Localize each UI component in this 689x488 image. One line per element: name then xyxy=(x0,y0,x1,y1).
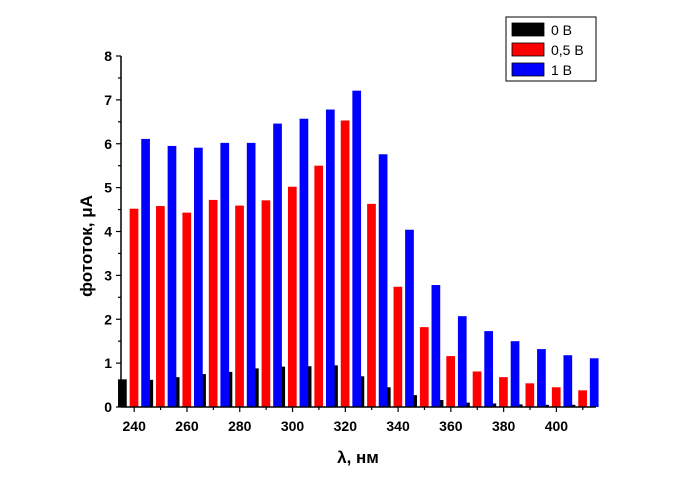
y-axis-ticks: 0 1 2 3 4 5 6 7 8 xyxy=(104,48,121,415)
bars-group xyxy=(118,90,599,408)
y-tick-label-2: 2 xyxy=(104,311,112,327)
bar-0-5-B-320 xyxy=(340,120,350,407)
bar-0-5-B-370 xyxy=(472,371,482,407)
x-tick-label-400: 400 xyxy=(545,418,569,434)
legend-swatch-2 xyxy=(511,62,545,77)
bar-0-5-B-300 xyxy=(287,186,297,407)
legend-swatch-1 xyxy=(511,42,545,57)
x-tick-label-260: 260 xyxy=(175,418,199,434)
y-tick-label-1: 1 xyxy=(104,355,112,371)
bar-0-5-B-280 xyxy=(235,205,244,407)
bar-0-5-B-350 xyxy=(419,327,429,407)
bar-0-5-B-250 xyxy=(156,206,165,407)
bar-0-5-B-400 xyxy=(551,387,561,407)
legend: 0 B 0,5 B 1 B xyxy=(505,16,597,82)
legend-label-1: 0,5 B xyxy=(551,42,584,58)
x-tick-label-240: 240 xyxy=(123,418,147,434)
bar-0-5-B-380 xyxy=(499,377,508,407)
y-tick-label-8: 8 xyxy=(104,48,112,64)
bar-1-B-250 xyxy=(167,145,177,407)
x-tick-label-320: 320 xyxy=(334,418,358,434)
bar-1-B-380 xyxy=(510,341,520,407)
y-tick-label-4: 4 xyxy=(104,224,112,240)
bar-1-B-320 xyxy=(352,90,362,407)
y-axis-title: фототок, μА xyxy=(77,195,96,297)
bar-1-B-300 xyxy=(299,118,309,408)
bar-1-B-400 xyxy=(563,355,573,407)
bar-0-5-B-260 xyxy=(182,212,192,407)
bar-1-B-370 xyxy=(484,331,493,407)
bar-1-B-330 xyxy=(378,154,388,407)
x-tick-label-280: 280 xyxy=(228,418,252,434)
bar-0-5-B-310 xyxy=(314,165,324,407)
bar-1-B-280 xyxy=(246,142,256,407)
x-tick-label-360: 360 xyxy=(439,418,463,434)
bar-1-B-340 xyxy=(405,229,414,407)
y-tick-label-3: 3 xyxy=(104,267,112,283)
x-axis-ticks: 240 260 280 300 320 340 360 380 400 xyxy=(123,407,584,434)
bar-1-B-290 xyxy=(273,123,282,407)
x-tick-label-340: 340 xyxy=(386,418,410,434)
y-tick-label-7: 7 xyxy=(104,92,112,108)
bar-1-B-390 xyxy=(537,349,546,407)
bar-0-5-B-410 xyxy=(578,390,587,407)
bar-1-B-260 xyxy=(194,147,203,407)
legend-label-0: 0 B xyxy=(551,22,572,38)
bar-1-B-240 xyxy=(141,138,150,408)
y-tick-label-5: 5 xyxy=(104,180,112,196)
y-tick-label-6: 6 xyxy=(104,136,112,152)
bar-1-B-410 xyxy=(589,358,599,407)
bar-0-5-B-290 xyxy=(261,200,271,407)
bar-0-5-B-330 xyxy=(367,203,376,407)
bar-1-B-360 xyxy=(457,316,467,407)
bar-0-5-B-240 xyxy=(129,208,139,407)
x-axis-title: λ, нм xyxy=(337,448,379,467)
bar-0-5-B-390 xyxy=(525,383,535,407)
bar-0-5-B-360 xyxy=(446,356,456,407)
y-tick-label-0: 0 xyxy=(104,399,112,415)
x-tick-label-300: 300 xyxy=(281,418,305,434)
legend-label-2: 1 B xyxy=(551,62,572,78)
bar-0-5-B-270 xyxy=(208,199,218,407)
x-tick-label-380: 380 xyxy=(492,418,516,434)
legend-swatch-0 xyxy=(511,22,545,37)
bar-1-B-350 xyxy=(431,285,441,407)
bar-1-B-270 xyxy=(220,142,230,407)
bar-0-5-B-340 xyxy=(393,286,403,407)
bar-1-B-310 xyxy=(325,109,335,407)
bar-0-B-240 xyxy=(118,379,127,407)
